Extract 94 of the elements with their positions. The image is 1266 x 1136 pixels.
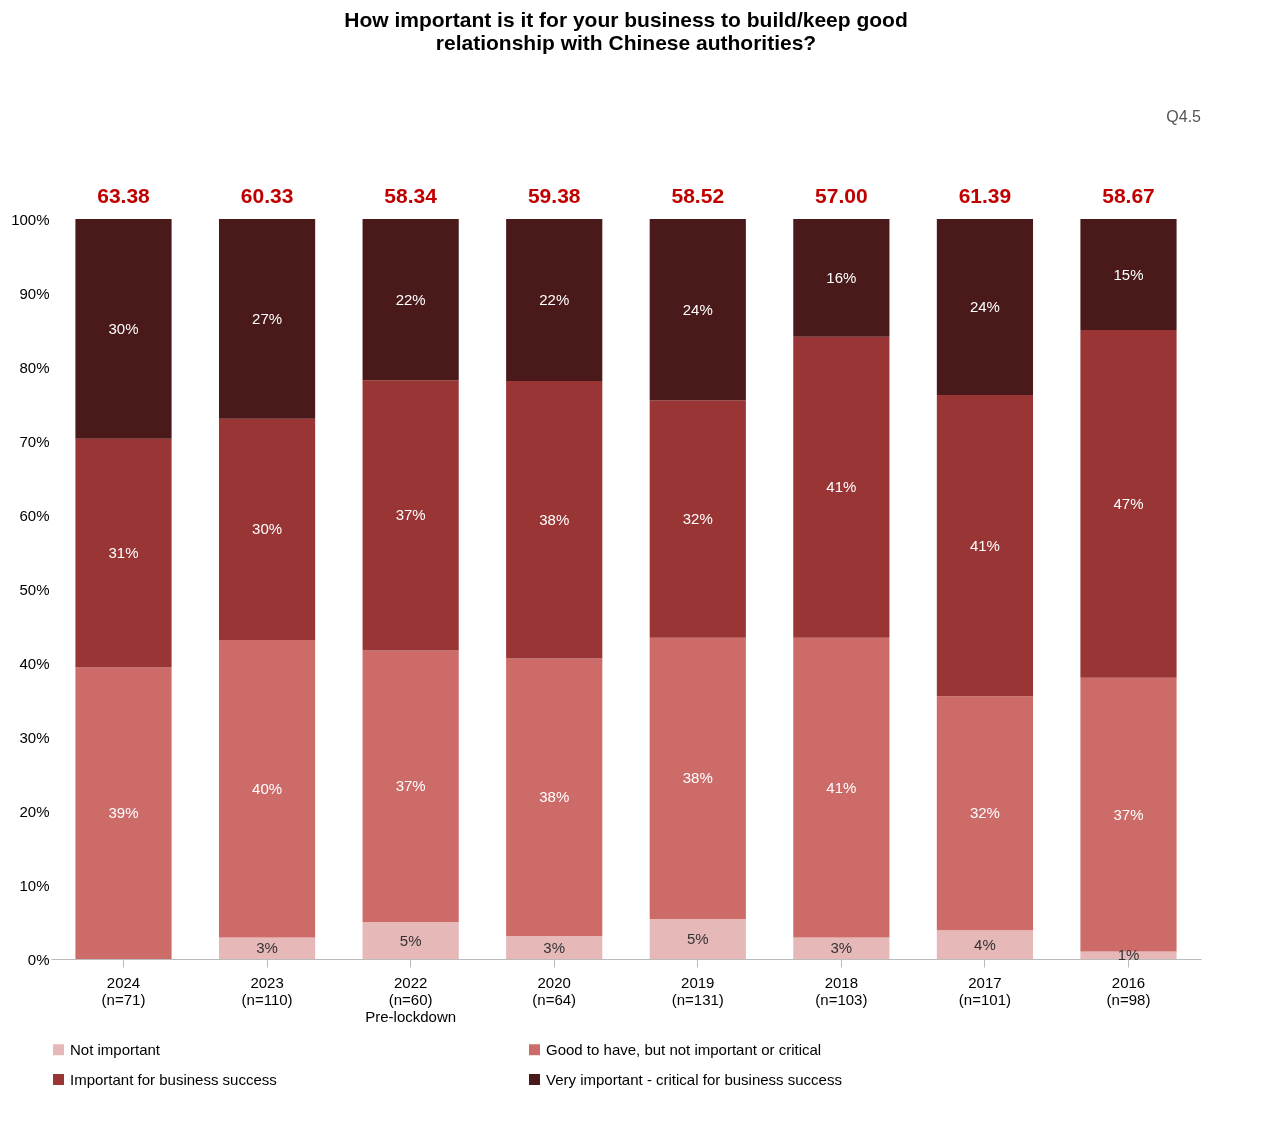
bar bbox=[362, 219, 459, 381]
bar bbox=[936, 696, 1034, 931]
x-tick-label: 2020 (n=64) bbox=[532, 973, 577, 1008]
bar bbox=[649, 637, 746, 920]
annotation: 57.00 bbox=[815, 184, 868, 207]
text: Q4.5 bbox=[1166, 108, 1202, 125]
bar bbox=[649, 219, 746, 401]
chart-title: How important is it for your business to build/keep good relationship with Chinese authorities? bbox=[344, 8, 908, 54]
data-label: 22% bbox=[395, 290, 426, 308]
bar bbox=[362, 380, 459, 651]
data-label: 41% bbox=[826, 778, 857, 796]
bar bbox=[506, 219, 603, 382]
bar bbox=[793, 637, 890, 938]
bar bbox=[75, 667, 172, 959]
data-label: 37% bbox=[395, 777, 426, 795]
legend-label: Not important bbox=[70, 1040, 161, 1058]
bar bbox=[649, 919, 746, 959]
legend-label: Important for business success bbox=[70, 1070, 277, 1088]
data-label: 24% bbox=[969, 298, 1000, 316]
data-label: 4% bbox=[974, 935, 996, 953]
data-label: 27% bbox=[252, 309, 283, 327]
annotation: 59.38 bbox=[527, 184, 581, 207]
bar bbox=[506, 658, 603, 937]
data-label: 38% bbox=[539, 510, 570, 528]
bar bbox=[506, 381, 603, 659]
y-tick-label: 50% bbox=[19, 580, 50, 598]
bar bbox=[936, 219, 1034, 396]
y-tick-label: 90% bbox=[19, 284, 50, 302]
y-tick-label: 30% bbox=[19, 728, 50, 746]
bar bbox=[1080, 330, 1177, 678]
data-label: 32% bbox=[682, 510, 713, 528]
annotation: 58.34 bbox=[384, 184, 438, 207]
data-label: 30% bbox=[108, 319, 139, 337]
legend-label: Very important - critical for business success bbox=[546, 1070, 842, 1088]
bar bbox=[793, 937, 890, 959]
x-tick-label: 2016 (n=98) bbox=[1106, 973, 1151, 1008]
data-label: 41% bbox=[826, 478, 857, 496]
annotation: 61.39 bbox=[958, 184, 1012, 207]
data-label: 15% bbox=[1113, 265, 1144, 283]
data-label: 22% bbox=[539, 291, 570, 309]
data-label: 37% bbox=[1113, 805, 1144, 823]
data-label: 5% bbox=[686, 930, 709, 948]
annotation: 58.67 bbox=[1102, 184, 1155, 207]
bar bbox=[218, 219, 316, 419]
bar bbox=[362, 922, 459, 959]
x-tick-label: 2018 (n=103) bbox=[815, 973, 868, 1008]
data-label: 3% bbox=[256, 939, 278, 957]
x-tick-label: 2023 (n=110) bbox=[241, 973, 293, 1008]
y-tick-label: 80% bbox=[19, 358, 50, 376]
y-tick-label: 20% bbox=[19, 802, 50, 820]
bar bbox=[936, 395, 1034, 697]
data-label: 32% bbox=[969, 804, 1000, 822]
data-label: 38% bbox=[682, 769, 713, 787]
y-tick-label: 0% bbox=[27, 950, 50, 968]
annotation: 63.38 bbox=[97, 184, 151, 207]
bar bbox=[506, 936, 603, 959]
bar bbox=[75, 438, 172, 668]
bar bbox=[218, 418, 316, 641]
bar bbox=[218, 937, 316, 959]
data-label: 41% bbox=[969, 536, 1000, 554]
data-label: 47% bbox=[1113, 494, 1144, 512]
bar bbox=[75, 219, 172, 439]
data-label: 30% bbox=[252, 520, 283, 538]
bar bbox=[793, 219, 890, 337]
bar bbox=[649, 400, 746, 638]
data-label: 5% bbox=[399, 931, 422, 949]
x-tick-label: 2024 (n=71) bbox=[101, 973, 146, 1008]
bar bbox=[1080, 219, 1177, 330]
data-label: 37% bbox=[395, 506, 426, 524]
y-tick-label: 60% bbox=[19, 506, 50, 524]
x-tick-label: 2019 (n=131) bbox=[671, 973, 724, 1008]
bar bbox=[1080, 677, 1177, 952]
data-label: 1% bbox=[1117, 946, 1140, 964]
data-label: 39% bbox=[108, 804, 139, 822]
annotation: 58.52 bbox=[671, 184, 725, 207]
data-label: 38% bbox=[539, 788, 570, 806]
y-tick-label: 10% bbox=[19, 876, 50, 894]
y-tick-label: 40% bbox=[19, 654, 50, 672]
bar bbox=[362, 650, 459, 922]
bar bbox=[218, 640, 316, 938]
data-label: 3% bbox=[543, 938, 566, 956]
data-label: 16% bbox=[826, 268, 857, 286]
x-tick-label: 2022 (n=60) Pre-lockdown bbox=[365, 973, 457, 1025]
legend-label: Good to have, but not important or critical bbox=[546, 1040, 822, 1058]
x-tick-label: 2017 (n=101) bbox=[958, 973, 1011, 1008]
bar bbox=[793, 336, 890, 638]
data-label: 24% bbox=[682, 300, 713, 318]
bar bbox=[936, 930, 1034, 959]
data-label: 3% bbox=[830, 939, 853, 957]
annotation: 60.33 bbox=[240, 184, 294, 207]
y-tick-label: 100% bbox=[11, 210, 50, 228]
data-label: 40% bbox=[252, 779, 283, 797]
y-tick-label: 70% bbox=[19, 432, 50, 450]
data-label: 31% bbox=[108, 544, 139, 562]
